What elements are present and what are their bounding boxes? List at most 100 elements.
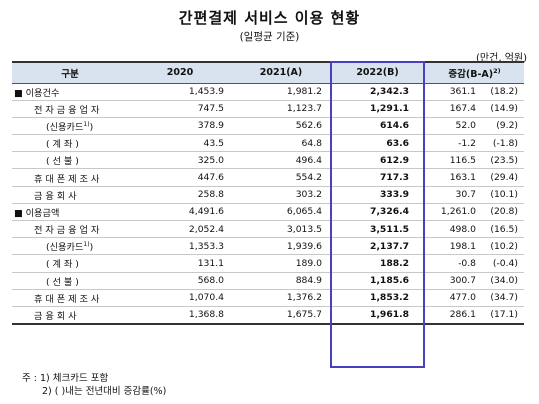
header-2020: 2020 — [128, 61, 232, 84]
footnotes: 주 : 1) 체크카드 포함 2) ( )내는 전년대비 증감률(%) — [22, 372, 166, 398]
value-2022: 7,326.4 — [330, 202, 425, 222]
row-label-text: 금 융 회 사 — [34, 310, 77, 322]
table-row: 휴 대 폰 제 조 사 1,070.4 1,376.2 1,853.2 477.0 (34… — [12, 289, 524, 307]
value-2022: 1,291.1 — [330, 100, 425, 118]
row-label: ( 계 좌 ) — [12, 134, 128, 153]
value-2020: 43.5 — [128, 134, 232, 153]
footnote-1: 주 : 1) 체크카드 포함 — [22, 373, 109, 384]
table-row: ■ 이용건수 1,453.9 1,981.2 2,342.3 361.1 (18.2) — [12, 83, 524, 101]
value-change: 1,261.0 (20.8) — [425, 202, 524, 222]
value-2021: 1,123.7 — [232, 100, 330, 118]
table-row: 전 자 금 융 업 자 747.5 1,123.7 1,291.1 167.4 (14.9… — [12, 100, 524, 118]
row-label: ■ 이용건수 — [12, 83, 128, 101]
table-row: ( 선 불 ) 568.0 884.9 1,185.6 300.7 (34.0) — [12, 272, 524, 290]
value-change: 361.1 (18.2) — [425, 83, 524, 101]
table-row: 금 융 회 사 1,368.8 1,675.7 1,961.8 286.1 (17.1) — [12, 306, 524, 325]
row-label: 휴 대 폰 제 조 사 — [12, 289, 128, 307]
value-2021: 64.8 — [232, 134, 330, 153]
row-label-footnote: 1) — [83, 120, 90, 128]
row-label-close: ) — [89, 121, 94, 133]
value-change: 116.5 (23.5) — [425, 151, 524, 170]
change-amount: 167.4 — [449, 103, 476, 115]
value-change: 30.7 (10.1) — [425, 186, 524, 204]
row-label: ( 선 불 ) — [12, 272, 128, 290]
change-amount: 1,261.0 — [440, 206, 476, 218]
change-amount: 163.1 — [449, 172, 476, 184]
row-label-text: 전 자 금 융 업 자 — [34, 225, 100, 237]
change-rate: (34.0) — [490, 275, 518, 287]
value-change: -1.2 (-1.8) — [425, 134, 524, 153]
row-label: ( 선 불 ) — [12, 151, 128, 170]
value-change: 300.7 (34.0) — [425, 272, 524, 290]
header-change-footnote: 2) — [493, 66, 501, 75]
value-change: 498.0 (16.5) — [425, 220, 524, 239]
change-rate: (17.1) — [490, 309, 518, 321]
change-rate: (34.7) — [490, 292, 518, 304]
change-amount: 116.5 — [449, 154, 476, 166]
row-label-text: (신용카드 — [46, 242, 84, 254]
change-rate: (29.4) — [490, 172, 518, 184]
header-change: 증감(B-A)2) — [425, 61, 524, 84]
table-row: ( 계 좌 ) 43.5 64.8 63.6 -1.2 (-1.8) — [12, 134, 524, 153]
value-2021: 1,376.2 — [232, 289, 330, 307]
row-label: ■ 이용금액 — [12, 202, 128, 222]
value-2022: 717.3 — [330, 168, 425, 187]
footnote-2: 2) ( )내는 전년대비 증감률(%) — [42, 386, 167, 397]
row-label-footnote: 1) — [83, 241, 90, 249]
table-header-row: 구분 2020 2021(A) 2022(B) 증감(B-A)2) — [12, 61, 524, 84]
row-label-text: 휴 대 폰 제 조 사 — [34, 173, 100, 185]
row-label-text: 전 자 금 융 업 자 — [34, 104, 100, 116]
value-change: 52.0 (9.2) — [425, 117, 524, 136]
change-rate: (10.2) — [490, 240, 518, 252]
value-2021: 562.6 — [232, 117, 330, 136]
page-subtitle: (일평균 기준) — [239, 31, 300, 43]
table-row: 금 융 회 사 258.8 303.2 333.9 30.7 (10.1) — [12, 186, 524, 204]
table-row: (신용카드1)) 378.9 562.6 614.6 52.0 (9.2) — [12, 117, 524, 136]
change-rate: (10.1) — [490, 189, 518, 201]
change-rate: (23.5) — [490, 154, 518, 166]
row-label: ( 계 좌 ) — [12, 254, 128, 273]
value-2021: 496.4 — [232, 151, 330, 170]
value-2022: 1,185.6 — [330, 272, 425, 290]
row-label-text: ■ 이용금액 — [14, 207, 60, 219]
value-2022: 188.2 — [330, 254, 425, 273]
header-category: 구분 — [12, 61, 128, 84]
change-rate: (14.9) — [490, 103, 518, 115]
change-amount: 477.0 — [449, 292, 476, 304]
row-label: 금 융 회 사 — [12, 186, 128, 204]
change-rate: (-1.8) — [492, 137, 518, 149]
value-2022: 612.9 — [330, 151, 425, 170]
table-row: 전 자 금 융 업 자 2,052.4 3,013.5 3,511.5 498.0 (16… — [12, 220, 524, 239]
value-2022: 1,961.8 — [330, 306, 425, 325]
value-2021: 6,065.4 — [232, 202, 330, 222]
table-row: (신용카드1)) 1,353.3 1,939.6 2,137.7 198.1 (10.2) — [12, 237, 524, 256]
change-amount: 198.1 — [449, 240, 476, 252]
value-2020: 378.9 — [128, 117, 232, 136]
payment-stats-table: 구분 2020 2021(A) 2022(B) 증감(B-A)2) ■ 이용건수… — [12, 61, 524, 325]
table-row: ( 계 좌 ) 131.1 189.0 188.2 -0.8 (-0.4) — [12, 254, 524, 273]
value-2020: 325.0 — [128, 151, 232, 170]
change-rate: (16.5) — [490, 223, 518, 235]
row-label: 휴 대 폰 제 조 사 — [12, 168, 128, 187]
value-2022: 1,853.2 — [330, 289, 425, 307]
row-label: 전 자 금 융 업 자 — [12, 100, 128, 118]
value-change: 286.1 (17.1) — [425, 306, 524, 325]
change-amount: 498.0 — [449, 223, 476, 235]
value-2022: 614.6 — [330, 117, 425, 136]
change-rate: (20.8) — [490, 206, 518, 218]
change-amount: 52.0 — [455, 120, 476, 132]
value-change: 163.1 (29.4) — [425, 168, 524, 187]
change-rate: (-0.4) — [492, 257, 518, 269]
value-2021: 303.2 — [232, 186, 330, 204]
row-label-text: ( 계 좌 ) — [46, 139, 79, 151]
row-label: 금 융 회 사 — [12, 306, 128, 325]
row-label: (신용카드1)) — [12, 117, 128, 136]
header-change-label: 증감(B-A) — [448, 68, 494, 80]
row-label-text: 금 융 회 사 — [34, 190, 77, 202]
change-amount: 30.7 — [455, 189, 476, 201]
value-2022: 2,137.7 — [330, 237, 425, 256]
table-row: ( 선 불 ) 325.0 496.4 612.9 116.5 (23.5) — [12, 151, 524, 170]
value-change: 477.0 (34.7) — [425, 289, 524, 307]
value-2020: 131.1 — [128, 254, 232, 273]
value-2021: 3,013.5 — [232, 220, 330, 239]
